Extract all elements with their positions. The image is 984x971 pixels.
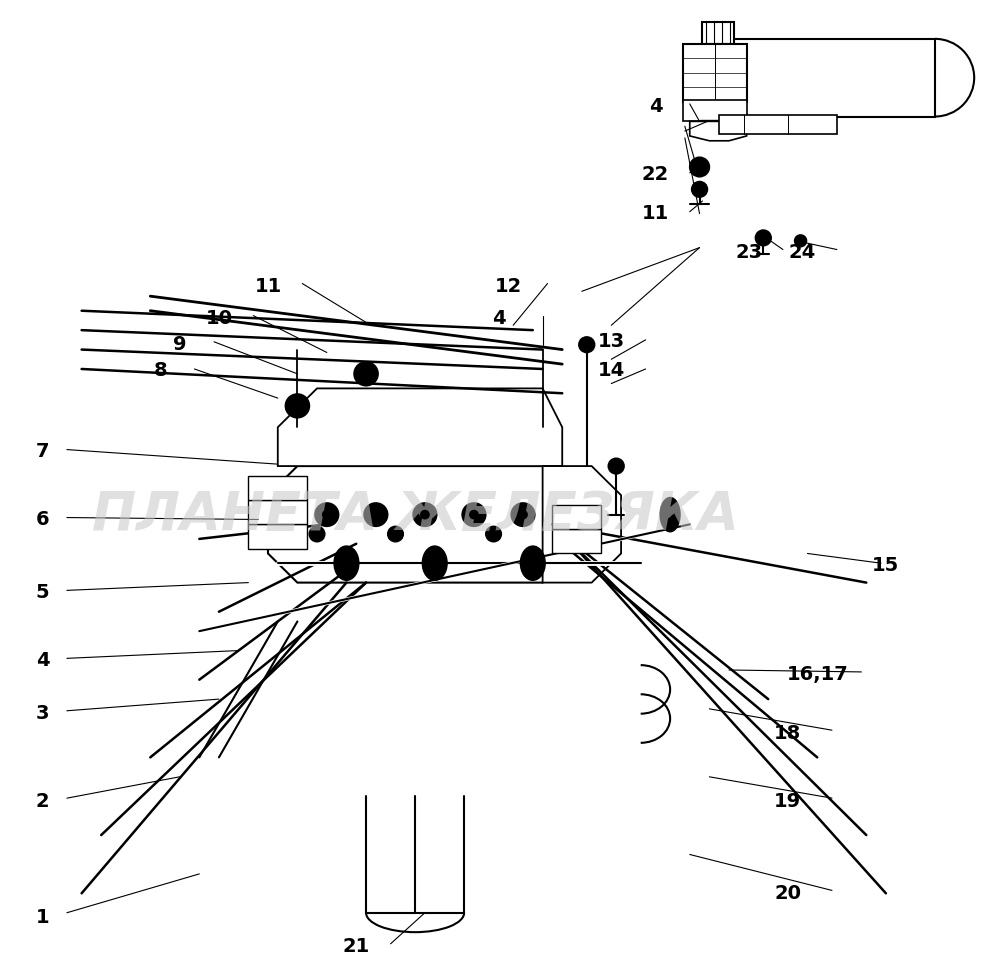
- Circle shape: [462, 503, 486, 526]
- Circle shape: [413, 503, 437, 526]
- Text: 2: 2: [35, 791, 49, 811]
- Circle shape: [519, 510, 527, 519]
- Text: 16,17: 16,17: [786, 665, 848, 685]
- Text: 23: 23: [735, 243, 763, 262]
- Circle shape: [690, 157, 709, 177]
- Text: 12: 12: [495, 277, 522, 296]
- Circle shape: [756, 230, 771, 246]
- Text: 14: 14: [597, 361, 625, 381]
- Bar: [248, 476, 307, 500]
- Bar: [248, 500, 307, 524]
- Bar: [552, 529, 601, 553]
- Polygon shape: [268, 466, 572, 583]
- Text: 9: 9: [173, 335, 186, 354]
- Bar: [683, 44, 747, 102]
- Text: 13: 13: [597, 332, 625, 352]
- Circle shape: [291, 400, 303, 412]
- Text: 11: 11: [254, 277, 281, 296]
- Bar: [552, 505, 601, 529]
- Bar: [248, 524, 307, 549]
- Circle shape: [371, 510, 381, 519]
- Text: 3: 3: [35, 704, 49, 723]
- Circle shape: [360, 368, 372, 380]
- Polygon shape: [690, 121, 747, 141]
- Circle shape: [579, 337, 594, 352]
- Text: 4: 4: [492, 309, 506, 328]
- Circle shape: [608, 458, 624, 474]
- Bar: [719, 39, 935, 117]
- Bar: [703, 22, 734, 44]
- Text: 5: 5: [35, 583, 49, 602]
- Text: 1: 1: [35, 908, 49, 927]
- Polygon shape: [542, 466, 621, 583]
- Bar: [700, 120, 724, 138]
- Ellipse shape: [660, 498, 680, 532]
- Text: 4: 4: [35, 651, 49, 670]
- Text: 8: 8: [154, 361, 167, 381]
- Text: 24: 24: [789, 243, 816, 262]
- Text: 22: 22: [642, 165, 669, 184]
- Text: 20: 20: [774, 884, 801, 903]
- Circle shape: [388, 526, 403, 542]
- Circle shape: [322, 510, 332, 519]
- Ellipse shape: [422, 546, 447, 581]
- Bar: [719, 115, 836, 134]
- Text: 11: 11: [642, 204, 669, 223]
- Ellipse shape: [521, 546, 545, 581]
- Text: 15: 15: [872, 555, 899, 575]
- Text: 18: 18: [774, 723, 801, 743]
- Polygon shape: [277, 388, 562, 466]
- Circle shape: [694, 161, 706, 173]
- Ellipse shape: [335, 546, 359, 581]
- Circle shape: [795, 235, 807, 247]
- Circle shape: [469, 510, 479, 519]
- Text: 19: 19: [774, 791, 801, 811]
- Circle shape: [309, 526, 325, 542]
- Bar: [683, 100, 747, 121]
- Text: 10: 10: [206, 309, 232, 328]
- Circle shape: [486, 526, 502, 542]
- Text: 21: 21: [342, 937, 370, 956]
- Text: 6: 6: [35, 510, 49, 529]
- Circle shape: [315, 503, 338, 526]
- Circle shape: [285, 394, 309, 418]
- Circle shape: [364, 503, 388, 526]
- Circle shape: [354, 362, 378, 385]
- Circle shape: [692, 182, 707, 197]
- Text: 4: 4: [648, 97, 662, 117]
- Circle shape: [512, 503, 534, 526]
- Text: 7: 7: [35, 442, 49, 461]
- Text: ПЛАНЕТА ЖЕЛЕЗЯКА: ПЛАНЕТА ЖЕЛЕЗЯКА: [92, 488, 739, 541]
- Circle shape: [420, 510, 430, 519]
